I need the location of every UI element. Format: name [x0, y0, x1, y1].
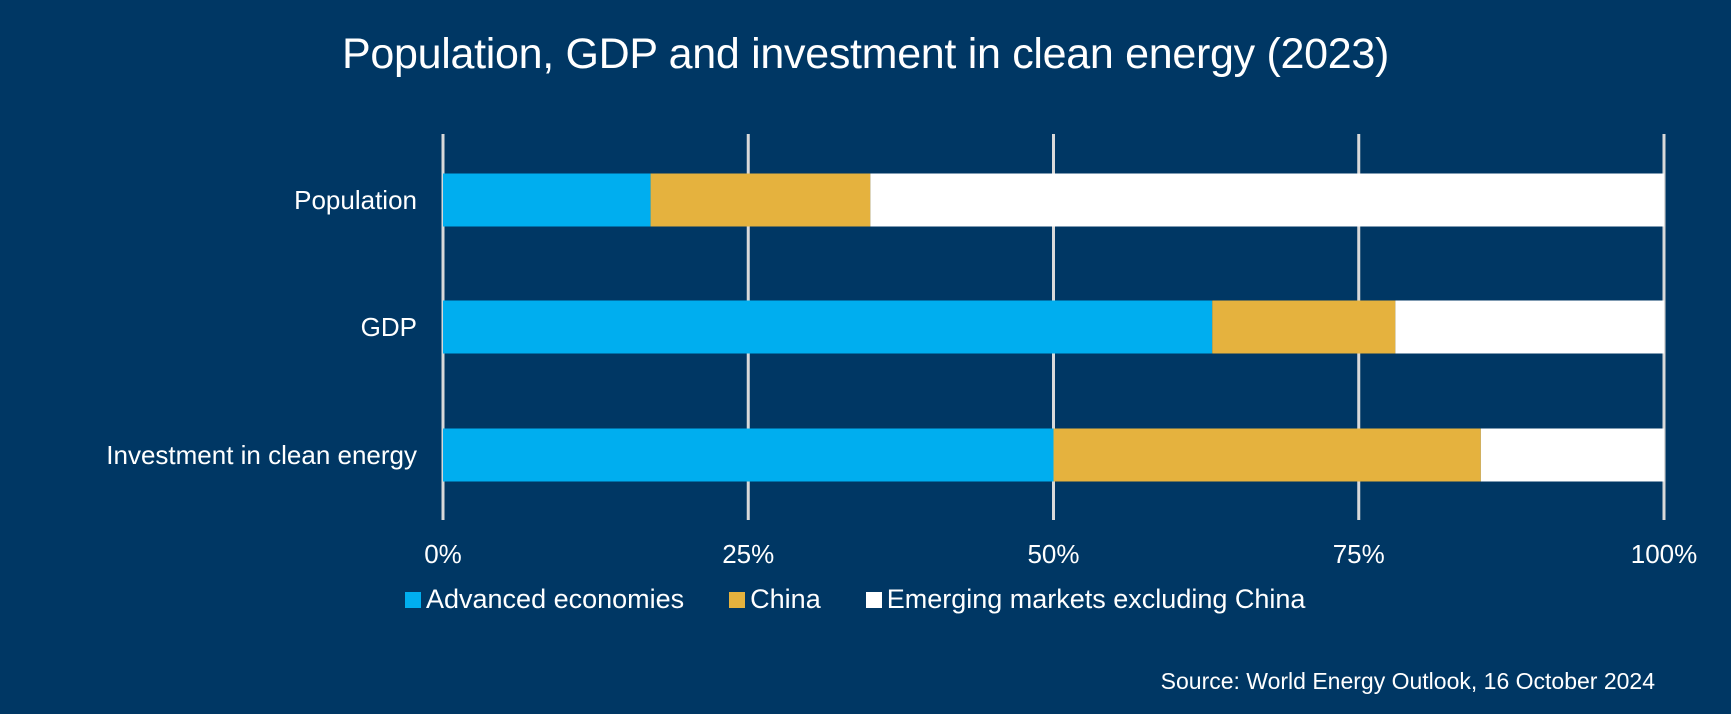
legend-swatch-china [729, 591, 746, 608]
legend-item-china[interactable]: China [729, 584, 821, 615]
bar-gdp-emerging-markets-excluding-china[interactable] [1395, 300, 1664, 354]
bar-population-emerging-markets-excluding-china[interactable] [870, 173, 1664, 227]
x-tick-label: 50% [1027, 539, 1079, 569]
legend-label: Advanced economies [426, 584, 685, 614]
bar-gdp-china[interactable] [1212, 300, 1396, 354]
category-labels: Population GDP Investment in clean energy [106, 185, 417, 470]
bar-investment-in-clean-energy-advanced-economies[interactable] [443, 428, 1054, 482]
chart-title: Population, GDP and investment in clean … [341, 30, 1389, 78]
x-tick-label: 100% [1631, 539, 1698, 569]
legend-label: China [750, 584, 821, 614]
legend-item-emerging-markets[interactable]: Emerging markets excluding China [865, 584, 1306, 615]
x-tick-label: 75% [1333, 539, 1385, 569]
x-tick-label: 25% [722, 539, 774, 569]
legend-label: Emerging markets excluding China [886, 584, 1306, 614]
bar-population-china[interactable] [650, 173, 871, 227]
category-label-investment-in-clean-energy: Investment in clean energy [106, 440, 417, 470]
bar-population-advanced-economies[interactable] [443, 173, 651, 227]
x-tick-labels: 0% 25% 50% 75% 100% [424, 539, 1697, 569]
legend-item-advanced-economies[interactable]: Advanced economies [405, 584, 684, 615]
x-tick-label: 0% [424, 539, 462, 569]
bar-investment-in-clean-energy-emerging-markets-excluding-china[interactable] [1480, 428, 1664, 482]
bar-investment-in-clean-energy-china[interactable] [1053, 428, 1481, 482]
legend: Advanced economies China Emerging market… [405, 584, 1350, 615]
legend-swatch-emerging-markets [865, 591, 882, 608]
category-label-gdp: GDP [361, 312, 417, 342]
source-note: Source: World Energy Outlook, 16 October… [1160, 668, 1655, 694]
bars [443, 173, 1664, 482]
bar-gdp-advanced-economies[interactable] [443, 300, 1213, 354]
legend-swatch-advanced-economies [405, 591, 421, 608]
category-label-population: Population [294, 185, 417, 215]
